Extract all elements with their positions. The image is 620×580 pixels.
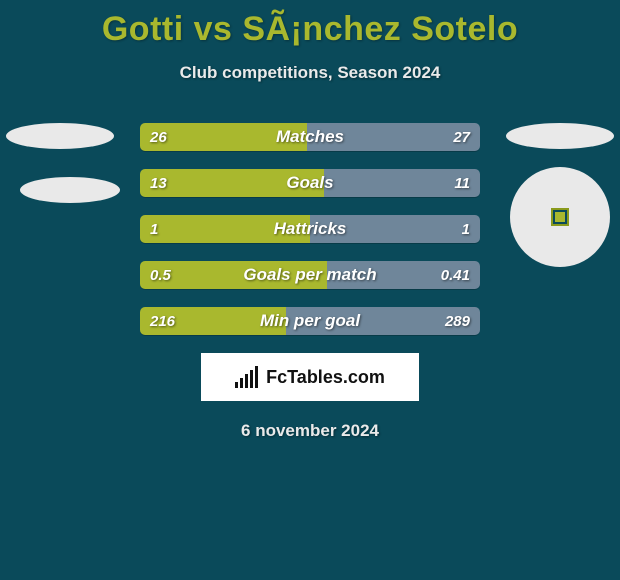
player-right-avatar-group (500, 123, 620, 267)
bar-right (310, 215, 480, 243)
avatar-circle (510, 167, 610, 267)
bar-row-goals: 13 11 Goals (140, 169, 480, 197)
bar-left (140, 307, 286, 335)
brand-logo: FcTables.com (201, 353, 419, 401)
footer-date: 6 november 2024 (0, 421, 620, 441)
bar-right (307, 123, 480, 151)
bar-left (140, 123, 307, 151)
bar-row-matches: 26 27 Matches (140, 123, 480, 151)
bar-left (140, 215, 310, 243)
bar-row-goals-per-match: 0.5 0.41 Goals per match (140, 261, 480, 289)
comparison-chart: 26 27 Matches 13 11 Goals 1 1 Hattricks … (0, 123, 620, 441)
bar-right (327, 261, 480, 289)
bars-container: 26 27 Matches 13 11 Goals 1 1 Hattricks … (140, 123, 480, 335)
page-subtitle: Club competitions, Season 2024 (0, 63, 620, 83)
bar-row-min-per-goal: 216 289 Min per goal (140, 307, 480, 335)
bar-left (140, 261, 327, 289)
avatar-ellipse (506, 123, 614, 149)
avatar-ellipse (6, 123, 114, 149)
page-title: Gotti vs SÃ¡nchez Sotelo (0, 0, 620, 49)
bar-left (140, 169, 324, 197)
logo-text: FcTables.com (266, 367, 385, 388)
bar-right (286, 307, 480, 335)
bar-right (324, 169, 480, 197)
player-left-avatar-group (0, 123, 120, 203)
avatar-ellipse (20, 177, 120, 203)
logo-bars-icon (235, 366, 258, 388)
avatar-placeholder-icon (551, 208, 569, 226)
bar-row-hattricks: 1 1 Hattricks (140, 215, 480, 243)
